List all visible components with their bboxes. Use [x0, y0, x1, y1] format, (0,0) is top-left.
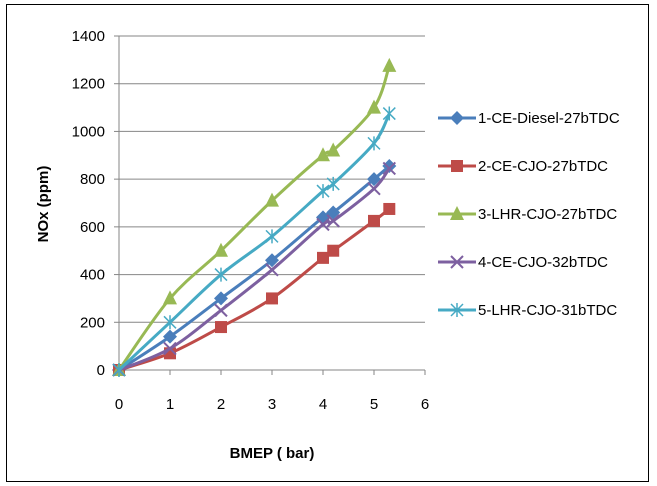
legend-label: 2-CE-CJO-27bTDC [478, 158, 608, 175]
data-point [266, 292, 278, 305]
y-tick-label: 1200 [72, 76, 105, 93]
data-point [265, 229, 279, 244]
data-point [326, 142, 341, 157]
legend-entry: 2-CE-CJO-27bTDC [438, 158, 608, 175]
x-tick-label: 3 [268, 396, 276, 413]
legend-marker [450, 111, 464, 125]
data-point [367, 99, 381, 114]
y-tick-label: 600 [80, 219, 105, 236]
legend-entry: 4-CE-CJO-32bTDC [438, 254, 608, 271]
data-point [326, 176, 340, 191]
legend-label: 5-LHR-CJO-31bTDC [478, 302, 617, 319]
x-tick-label: 5 [370, 396, 378, 413]
legend-label: 1-CE-Diesel-27bTDC [478, 110, 620, 127]
x-tick-label: 1 [166, 396, 174, 413]
series-line [118, 207, 391, 372]
x-tick-label: 2 [217, 396, 225, 413]
x-tick-labels: 0 1 2 3 4 5 6 [115, 396, 429, 413]
x-tick-label: 6 [421, 396, 429, 413]
data-point [265, 263, 279, 277]
data-point [327, 244, 340, 257]
legend-entry: 1-CE-Diesel-27bTDC [438, 110, 620, 127]
y-tick-label: 1400 [72, 28, 105, 45]
y-tick-label: 1000 [72, 123, 105, 140]
y-tick-label: 200 [80, 314, 105, 331]
data-point [163, 341, 177, 356]
data-point [382, 159, 397, 174]
data-point [316, 184, 330, 199]
legend-marker [450, 255, 464, 269]
legend-entry: 3-LHR-CJO-27bTDC [438, 206, 617, 223]
data-point [367, 181, 381, 196]
y-tick-label: 400 [80, 267, 105, 284]
x-axis-title: BMEP ( bar) [230, 445, 315, 462]
data-point [367, 136, 381, 151]
legend-label: 4-CE-CJO-32bTDC [478, 254, 608, 271]
legend-entry: 5-LHR-CJO-31bTDC [438, 302, 617, 319]
legend-marker [451, 160, 463, 172]
data-point [382, 106, 396, 121]
data-point [316, 147, 330, 162]
series-2 [113, 202, 396, 376]
series-line [117, 65, 391, 371]
x-tick-label: 4 [319, 396, 327, 413]
data-point [326, 214, 340, 228]
data-point [317, 251, 329, 264]
series-1 [112, 159, 397, 377]
data-point [214, 242, 228, 257]
series-4 [112, 161, 397, 377]
legend: 1-CE-Diesel-27bTDC 2-CE-CJO-27bTDC 3-LHR-C… [438, 110, 620, 319]
legend-label: 3-LHR-CJO-27bTDC [478, 206, 617, 223]
data-point [163, 315, 177, 330]
y-tick-labels: 0 200 400 600 800 1000 1200 1400 [72, 28, 105, 379]
series-3 [112, 57, 397, 376]
data-point [163, 329, 177, 344]
data-point [112, 363, 126, 377]
data-point [367, 172, 381, 187]
data-point [265, 192, 279, 207]
series-line [118, 164, 391, 372]
y-tick-label: 800 [80, 171, 105, 188]
data-point [214, 303, 228, 318]
data-point [265, 253, 279, 268]
data-point [214, 267, 228, 282]
data-point [382, 57, 397, 72]
data-point [316, 217, 330, 232]
data-point [163, 290, 177, 305]
data-point [214, 291, 228, 306]
legend-marker [450, 206, 464, 220]
data-point [368, 214, 380, 227]
axes [114, 35, 426, 375]
series-layer [112, 57, 397, 377]
x-tick-label: 0 [115, 396, 123, 413]
y-tick-label: 0 [97, 362, 105, 379]
data-point [382, 161, 397, 176]
y-axis-title: NOx (ppm) [35, 166, 52, 243]
series-5 [112, 106, 396, 377]
series-line [117, 112, 391, 372]
data-point [383, 202, 396, 215]
legend-marker [450, 303, 464, 317]
data-point [215, 321, 227, 334]
